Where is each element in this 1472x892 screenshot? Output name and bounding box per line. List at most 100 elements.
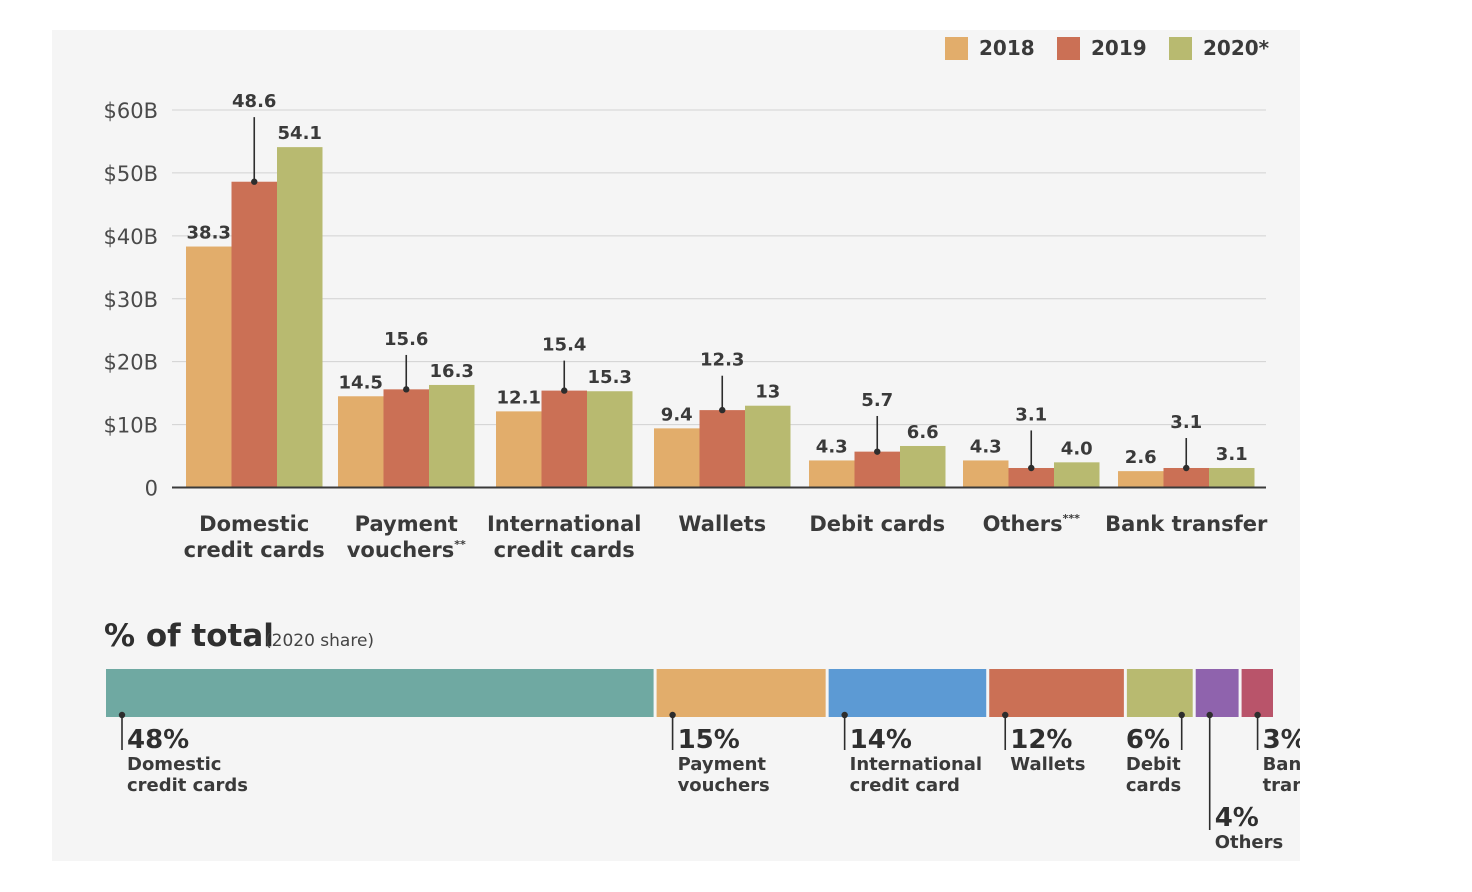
- share-callout-dot: [1002, 711, 1009, 719]
- category-label: credit cards: [184, 538, 325, 562]
- bar-2018-6: [1118, 471, 1164, 488]
- y-tick-label: $60B: [104, 99, 159, 123]
- share-subtitle: (2020 share): [265, 631, 374, 651]
- bar-2019-1: [383, 389, 429, 488]
- category-label: Domestic: [199, 512, 309, 536]
- category-label: Debit cards: [809, 512, 945, 536]
- callout-dot: [403, 386, 410, 393]
- share-segment-6: [1241, 669, 1273, 717]
- bar-2018-5: [963, 460, 1009, 488]
- legend-swatch-2020: [1169, 37, 1192, 60]
- category-footnote-mark: **: [454, 538, 466, 551]
- share-percent: 14%: [850, 725, 912, 755]
- bar-2020-5: [1054, 462, 1100, 488]
- bar-2018-1: [338, 396, 384, 488]
- data-label-2019: 3.1: [1170, 412, 1202, 433]
- y-tick-label: $50B: [104, 162, 159, 186]
- category-label: Others***: [983, 512, 1080, 536]
- data-label-2020: 13: [755, 382, 780, 403]
- share-segment-5: [1195, 669, 1239, 717]
- share-segment-name: cards: [1126, 775, 1181, 796]
- share-segment-name: credit card: [850, 775, 960, 796]
- category-label: Wallets: [678, 512, 766, 536]
- payment-methods-chart: 0$10B$20B$30B$40B$50B$60BDomesticcredit …: [104, 36, 1301, 853]
- share-segment-name: Others: [1215, 832, 1284, 853]
- bar-2019-2: [541, 390, 587, 488]
- share-percent: 4%: [1215, 803, 1259, 833]
- value-labels: 38.3 54.148.6 14.5 16.315.6 12.1 15.315.4 9.4 1…: [187, 91, 1248, 472]
- category-label: vouchers**: [347, 538, 466, 562]
- share-percent: 3%: [1263, 725, 1300, 755]
- callout-dot: [561, 387, 568, 394]
- legend: 2018 2019 2020*: [945, 36, 1270, 60]
- bar-2018-4: [809, 460, 855, 488]
- category-label: Bank transfer: [1105, 512, 1268, 536]
- callout-dot: [1028, 464, 1035, 472]
- share-callout-dot: [118, 711, 126, 719]
- share-percent: 6%: [1126, 725, 1170, 755]
- share-segment-name: Payment: [678, 754, 767, 775]
- category-label: credit cards: [494, 538, 635, 562]
- axes: 0$10B$20B$30B$40B$50B$60BDomesticcredit …: [104, 99, 1268, 562]
- share-segment-name: transfer: [1263, 775, 1300, 796]
- share-percent: 15%: [678, 725, 740, 755]
- chart-panel: 0 $10B $20B $30B $40B $50B $60B Domestic credit …: [52, 30, 1300, 861]
- bar-2018-0: [186, 246, 232, 488]
- share-segment-name: Bank: [1263, 754, 1300, 775]
- share-bar: % of total(2020 share)48%Domesticcredit …: [104, 618, 1300, 853]
- callout-dot: [719, 406, 726, 414]
- share-segment-1: [656, 669, 826, 717]
- data-label-2020: 6.6: [907, 422, 939, 443]
- share-segment-4: [1126, 669, 1193, 717]
- share-segment-name: credit cards: [127, 775, 248, 796]
- legend-swatch-2019: [1057, 37, 1080, 60]
- data-label-2020: 16.3: [430, 361, 474, 382]
- category-footnote-mark: ***: [1063, 512, 1081, 525]
- bar-2020-2: [587, 391, 633, 488]
- data-label-2020: 3.1: [1216, 444, 1248, 465]
- bar-2020-6: [1209, 467, 1255, 488]
- share-segment-3: [989, 669, 1124, 717]
- data-label-2018: 14.5: [339, 372, 383, 393]
- share-title: % of total: [104, 618, 274, 654]
- share-segment-name: Debit: [1126, 754, 1181, 775]
- bar-2020-3: [745, 405, 791, 488]
- legend-label: 2018: [979, 36, 1035, 60]
- data-label-2018: 12.1: [497, 387, 541, 408]
- share-segment-name: International: [850, 754, 982, 775]
- share-callout-dot: [841, 711, 848, 719]
- share-percent: 48%: [127, 725, 189, 755]
- bar-2018-3: [654, 428, 700, 488]
- share-segment-name: Domestic: [127, 754, 221, 775]
- data-label-2019: 3.1: [1015, 404, 1047, 425]
- category-label: Payment: [355, 512, 458, 536]
- bar-2019-5: [1008, 467, 1054, 488]
- data-label-2019: 48.6: [232, 91, 276, 112]
- data-label-2019: 15.4: [542, 335, 586, 356]
- data-label-2019: 15.6: [384, 329, 428, 350]
- legend-label: 2019: [1091, 36, 1147, 60]
- data-label-2018: 38.3: [187, 223, 231, 244]
- data-label-2020: 15.3: [588, 367, 632, 388]
- y-tick-label: $10B: [104, 414, 159, 438]
- bar-2019-6: [1163, 467, 1209, 488]
- callout-dot: [874, 448, 881, 455]
- grid-lines: [172, 109, 1266, 426]
- data-label-2018: 4.3: [816, 436, 848, 457]
- data-label-2019: 12.3: [700, 350, 744, 371]
- bar-2020-4: [900, 445, 946, 488]
- share-segment-2: [828, 669, 987, 717]
- bar-2019-4: [854, 451, 900, 488]
- data-label-2018: 4.3: [970, 436, 1002, 457]
- share-callout-dot: [1254, 711, 1261, 719]
- category-label: International: [487, 512, 642, 536]
- bar-2020-0: [277, 147, 323, 488]
- y-tick-label: 0: [145, 477, 158, 501]
- data-label-2018: 2.6: [1125, 447, 1157, 468]
- share-callout-dot: [1178, 711, 1185, 719]
- y-tick-label: $20B: [104, 351, 159, 375]
- bars: [186, 147, 1255, 488]
- bar-2020-1: [429, 384, 475, 488]
- legend-swatch-2018: [945, 37, 968, 60]
- bar-2019-0: [231, 181, 277, 488]
